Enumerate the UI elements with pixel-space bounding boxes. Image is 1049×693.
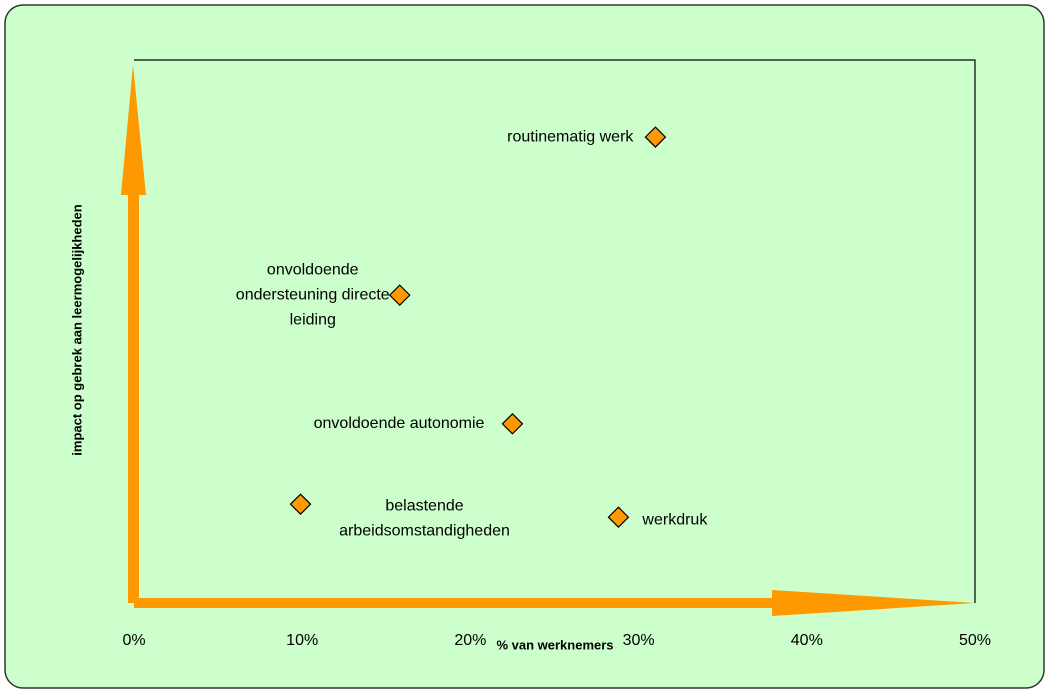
marker xyxy=(644,126,667,148)
point-label: routinematig werk xyxy=(507,128,634,145)
x-tick-label: 30% xyxy=(623,632,655,649)
point-label: leiding xyxy=(290,311,336,328)
point-label: onvoldoende autonomie xyxy=(314,415,485,432)
x-axis-label: % van werknemers xyxy=(496,637,613,652)
point-label: ondersteuning directe xyxy=(236,286,390,303)
x-tick-label: 0% xyxy=(122,632,145,649)
x-tick-label: 50% xyxy=(959,632,991,649)
y-arrow xyxy=(121,65,146,603)
point-label: werkdruk xyxy=(641,511,708,528)
plot-frame xyxy=(134,59,976,603)
marker xyxy=(388,284,411,306)
x-tick-label: 20% xyxy=(454,632,486,649)
y-axis-label: impact op gebrek aan leermogelijkheden xyxy=(69,204,84,455)
point-label: onvoldoende xyxy=(267,261,359,278)
x-arrow xyxy=(134,590,975,616)
marker xyxy=(607,506,630,529)
x-tick-label: 40% xyxy=(791,632,823,649)
point-label: belastende xyxy=(385,497,463,514)
background xyxy=(4,4,1045,689)
marker xyxy=(289,493,312,516)
point-label: arbeidsomstandigheden xyxy=(339,522,510,539)
marker xyxy=(501,412,524,435)
x-tick-label: 10% xyxy=(286,632,318,649)
